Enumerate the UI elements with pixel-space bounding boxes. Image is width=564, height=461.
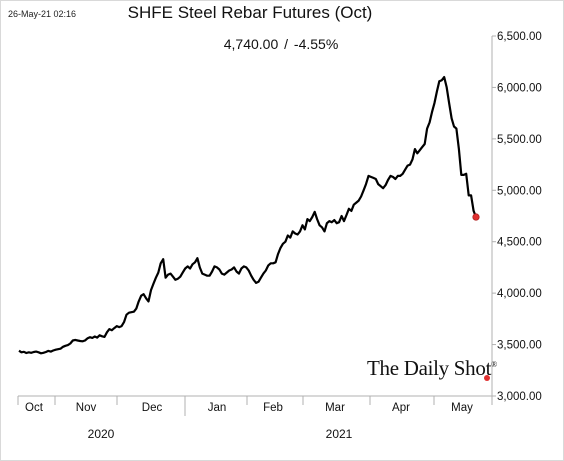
x-year-label: 2021 <box>326 427 353 441</box>
last-point-marker <box>472 213 480 221</box>
watermark-dot <box>484 375 490 381</box>
x-month-label: Feb <box>263 402 283 414</box>
chart-axes <box>17 36 493 416</box>
timestamp: 26-May-21 02:16 <box>8 9 77 19</box>
last-value: 4,740.00 <box>223 36 279 52</box>
x-axis-labels: Oct Nov Dec Jan Feb Mar Apr May 2020 2021 <box>25 402 473 441</box>
x-month-label: Jan <box>208 402 227 414</box>
series-group <box>18 76 480 355</box>
y-tick-label: 3,500.00 <box>497 340 542 352</box>
percent-change: -4.55% <box>293 36 339 52</box>
x-month-label: Dec <box>142 402 163 414</box>
chart-title: SHFE Steel Rebar Futures (Oct) <box>127 3 373 22</box>
x-month-label: Apr <box>392 402 410 414</box>
readout-separator: / <box>284 36 289 52</box>
series-line <box>18 76 478 355</box>
y-axis-ticks: 3,000.00 3,500.00 4,000.00 4,500.00 5,000.00… <box>492 31 542 403</box>
y-tick-label: 3,000.00 <box>497 391 542 403</box>
y-tick-label: 6,000.00 <box>497 82 542 94</box>
x-month-label: Mar <box>325 402 345 414</box>
last-value-readout: 4,740.00 / -4.55% <box>0 36 562 52</box>
registered-mark: ® <box>491 360 497 369</box>
y-tick-label: 4,000.00 <box>497 288 542 300</box>
x-month-label: May <box>451 402 473 414</box>
y-tick-label: 5,500.00 <box>497 134 542 146</box>
x-month-label: Oct <box>25 402 44 414</box>
y-tick-label: 5,000.00 <box>497 185 542 197</box>
y-tick-label: 6,500.00 <box>497 31 542 43</box>
x-month-label: Nov <box>76 402 97 414</box>
watermark-text: The Daily Shot <box>367 356 492 380</box>
x-year-label: 2020 <box>88 427 115 441</box>
watermark-logo: The Daily Shot® <box>367 356 497 381</box>
y-tick-label: 4,500.00 <box>497 237 542 249</box>
